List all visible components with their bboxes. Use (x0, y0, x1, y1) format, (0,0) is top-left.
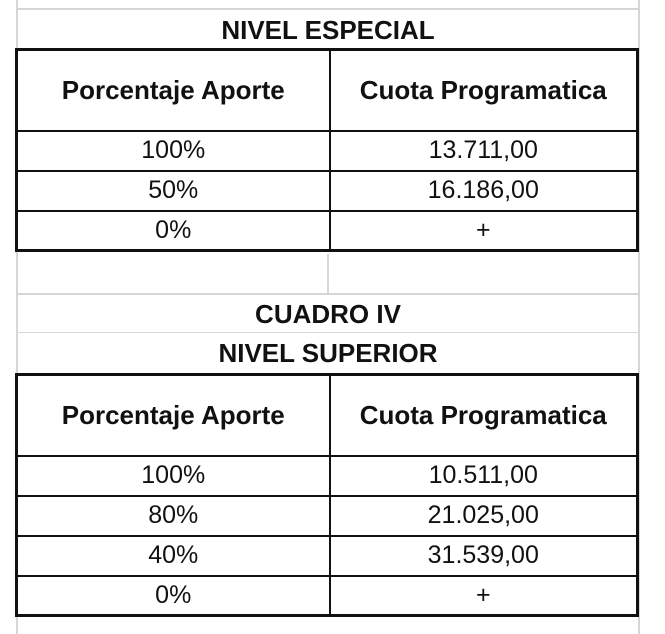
cuota-cell: 31.539,00 (328, 534, 639, 577)
gridline (327, 254, 329, 294)
cuota-cell: + (328, 209, 639, 252)
table-row: 100% 10.511,00 (15, 454, 639, 497)
porcentaje-cell: 50% (15, 169, 331, 212)
table-row: 80% 21.025,00 (15, 494, 639, 537)
gridline (638, 0, 640, 634)
cuota-cell: 16.186,00 (328, 169, 639, 212)
porcentaje-cell: 40% (15, 534, 331, 577)
section-title: CUADRO IV (255, 299, 401, 329)
section-title: NIVEL ESPECIAL (221, 15, 435, 45)
header-cuota: Cuota Programatica (328, 373, 639, 457)
gridline (16, 293, 640, 295)
table-row: 50% 16.186,00 (15, 169, 639, 212)
gridline (16, 8, 640, 10)
porcentaje-cell: 0% (15, 574, 331, 617)
table-row: 0% + (15, 209, 639, 252)
table-row: 40% 31.539,00 (15, 534, 639, 577)
porcentaje-cell: 80% (15, 494, 331, 537)
table-row: 0% + (15, 574, 639, 617)
cuota-cell: 13.711,00 (328, 129, 639, 172)
porcentaje-cell: 100% (15, 454, 331, 497)
cuota-cell: 10.511,00 (328, 454, 639, 497)
table-row: 100% 13.711,00 (15, 129, 639, 172)
cuota-cell: 21.025,00 (328, 494, 639, 537)
header-porcentaje: Porcentaje Aporte (15, 48, 331, 132)
nivel-especial-table: Porcentaje Aporte Cuota Programatica 100%… (15, 48, 639, 252)
header-cuota: Cuota Programatica (328, 48, 639, 132)
section-subtitle: NIVEL SUPERIOR (218, 338, 438, 368)
header-porcentaje: Porcentaje Aporte (15, 373, 331, 457)
cuota-cell: + (328, 574, 639, 617)
nivel-superior-table: Porcentaje Aporte Cuota Programatica 100%… (15, 373, 639, 617)
porcentaje-cell: 0% (15, 209, 331, 252)
gridline (16, 0, 18, 634)
porcentaje-cell: 100% (15, 129, 331, 172)
gridline (16, 332, 640, 333)
